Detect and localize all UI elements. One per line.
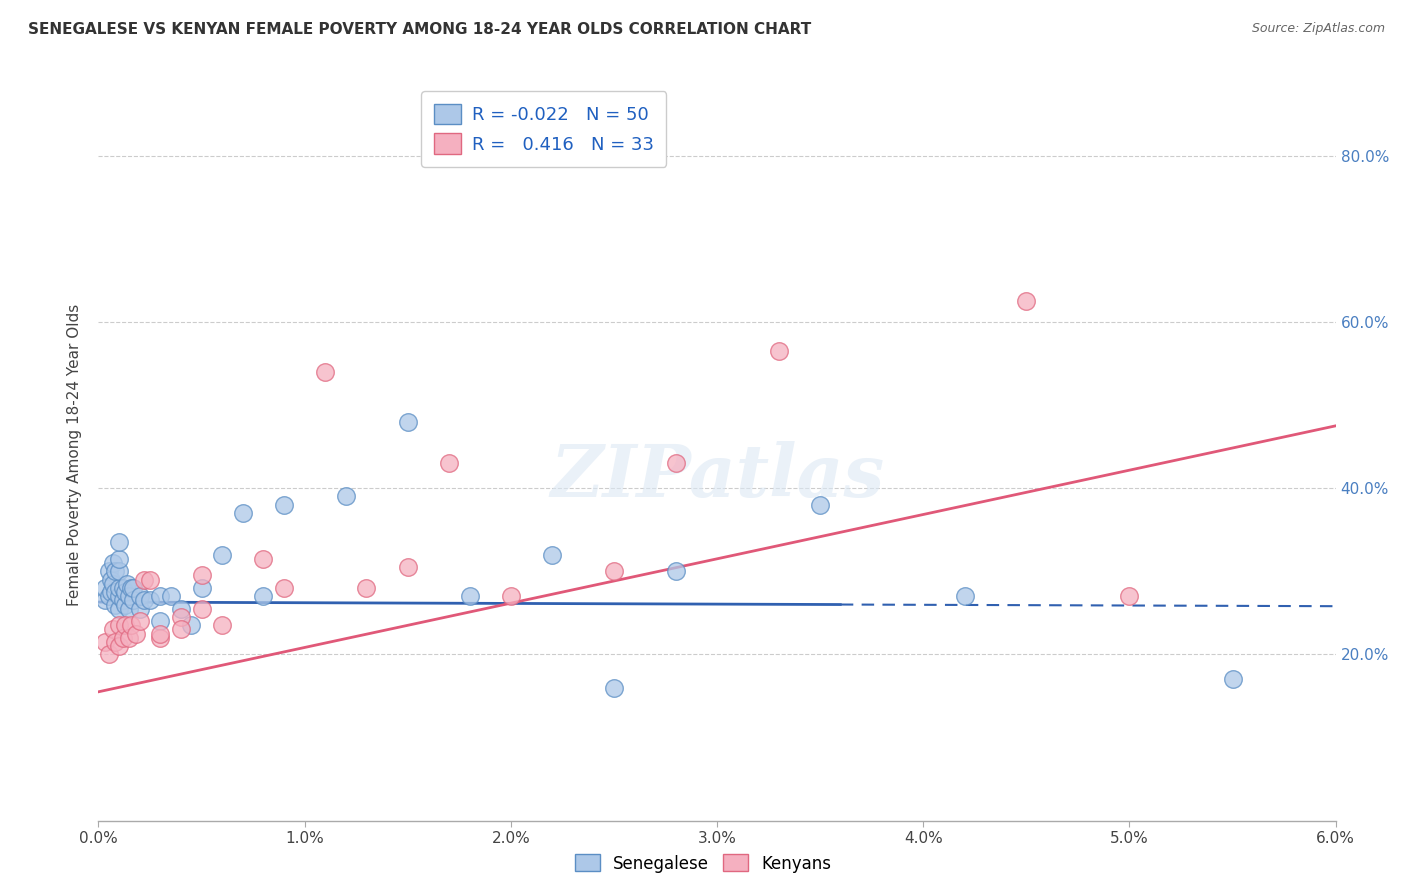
Point: [437, 456, 460, 470]
Point: [180, 618, 202, 632]
Text: Source: ZipAtlas.com: Source: ZipAtlas.com: [1251, 22, 1385, 36]
Point: [118, 589, 141, 603]
Legend: Senegalese, Kenyans: Senegalese, Kenyans: [568, 847, 838, 880]
Point: [211, 548, 233, 562]
Point: [603, 681, 626, 695]
Point: [112, 593, 135, 607]
Point: [104, 585, 127, 599]
Point: [396, 560, 419, 574]
Point: [93, 635, 115, 649]
Point: [108, 589, 131, 603]
Point: [128, 589, 150, 603]
Point: [108, 581, 131, 595]
Point: [458, 589, 481, 603]
Point: [97, 589, 120, 603]
Point: [396, 415, 419, 429]
Point: [139, 593, 162, 607]
Point: [232, 506, 254, 520]
Point: [1015, 294, 1038, 309]
Point: [159, 589, 181, 603]
Point: [104, 635, 127, 649]
Point: [149, 589, 172, 603]
Point: [104, 564, 127, 578]
Point: [768, 344, 790, 359]
Point: [122, 593, 145, 607]
Point: [114, 598, 136, 612]
Point: [541, 548, 564, 562]
Point: [100, 585, 122, 599]
Point: [335, 490, 357, 504]
Point: [211, 618, 233, 632]
Point: [499, 589, 522, 603]
Point: [108, 564, 131, 578]
Point: [665, 564, 688, 578]
Point: [108, 639, 131, 653]
Point: [101, 623, 124, 637]
Point: [100, 573, 122, 587]
Point: [1118, 589, 1140, 603]
Point: [120, 581, 142, 595]
Point: [93, 581, 115, 595]
Point: [122, 581, 145, 595]
Point: [108, 618, 131, 632]
Point: [603, 564, 626, 578]
Point: [139, 573, 162, 587]
Point: [118, 601, 141, 615]
Point: [252, 589, 274, 603]
Point: [149, 631, 172, 645]
Point: [108, 601, 131, 615]
Point: [1222, 673, 1244, 687]
Text: SENEGALESE VS KENYAN FEMALE POVERTY AMONG 18-24 YEAR OLDS CORRELATION CHART: SENEGALESE VS KENYAN FEMALE POVERTY AMON…: [28, 22, 811, 37]
Text: ZIPatlas: ZIPatlas: [550, 442, 884, 512]
Point: [356, 581, 378, 595]
Point: [114, 618, 136, 632]
Point: [108, 551, 131, 566]
Point: [112, 581, 135, 595]
Point: [108, 535, 131, 549]
Point: [104, 598, 127, 612]
Point: [132, 573, 155, 587]
Point: [120, 618, 142, 632]
Legend: R = -0.022   N = 50, R =   0.416   N = 33: R = -0.022 N = 50, R = 0.416 N = 33: [422, 91, 666, 167]
Point: [114, 585, 136, 599]
Point: [132, 593, 155, 607]
Point: [170, 623, 193, 637]
Point: [101, 556, 124, 570]
Point: [128, 601, 150, 615]
Point: [97, 648, 120, 662]
Point: [665, 456, 688, 470]
Point: [149, 614, 172, 628]
Point: [124, 626, 146, 640]
Point: [93, 593, 115, 607]
Point: [808, 498, 831, 512]
Point: [190, 581, 212, 595]
Y-axis label: Female Poverty Among 18-24 Year Olds: Female Poverty Among 18-24 Year Olds: [67, 304, 83, 606]
Point: [97, 564, 120, 578]
Point: [117, 576, 139, 591]
Point: [112, 631, 135, 645]
Point: [170, 601, 193, 615]
Point: [118, 631, 141, 645]
Point: [273, 581, 295, 595]
Point: [273, 498, 295, 512]
Point: [101, 576, 124, 591]
Point: [953, 589, 976, 603]
Point: [149, 626, 172, 640]
Point: [190, 568, 212, 582]
Point: [190, 601, 212, 615]
Point: [128, 614, 150, 628]
Point: [314, 365, 336, 379]
Point: [252, 551, 274, 566]
Point: [170, 610, 193, 624]
